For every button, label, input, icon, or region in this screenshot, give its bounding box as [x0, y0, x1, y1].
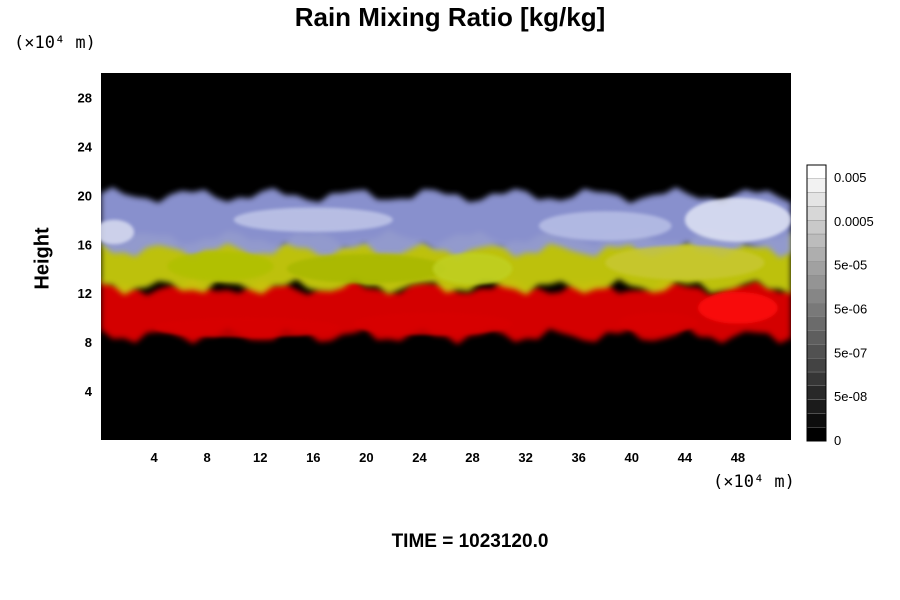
colorbar-swatch — [806, 178, 827, 193]
heatmap-texture — [538, 211, 672, 241]
heatmap-texture — [154, 317, 340, 338]
colorbar-label: 0.005 — [834, 170, 867, 185]
colorbar-swatch — [806, 302, 827, 318]
colorbar-swatch — [806, 206, 827, 221]
x-tick-label: 44 — [678, 450, 693, 465]
colorbar-swatch — [806, 219, 827, 235]
colorbar-swatch — [806, 413, 827, 428]
x-tick-label: 40 — [625, 450, 639, 465]
chart-title: Rain Mixing Ratio [kg/kg] — [294, 2, 606, 32]
colorbar-swatch — [806, 261, 827, 276]
heatmap-texture — [233, 207, 393, 233]
colorbar-swatch — [806, 275, 827, 290]
heatmap-texture — [101, 219, 135, 245]
heatmap-texture — [286, 254, 446, 284]
colorbar-swatch — [806, 358, 827, 373]
colorbar-label: 5e-07 — [834, 345, 867, 360]
x-tick-label: 24 — [412, 450, 427, 465]
heatmap-texture — [353, 312, 513, 335]
colorbar-swatch — [806, 164, 827, 180]
colorbar-swatch — [806, 233, 827, 249]
colorbar-swatch — [806, 385, 827, 400]
x-tick-label: 4 — [150, 450, 158, 465]
heatmap-texture — [698, 291, 778, 324]
y-tick-label: 28 — [78, 90, 92, 105]
colorbar-swatch — [806, 427, 827, 442]
colorbar-swatch — [806, 330, 827, 345]
colorbar: 0.005 0.0005 5e-05 5e-06 5e-07 5e-08 0 — [806, 164, 874, 448]
heatmap-texture — [618, 312, 699, 333]
colorbar-label: 5e-08 — [834, 389, 867, 404]
colorbar-swatch — [806, 192, 827, 207]
colorbar-label: 5e-06 — [834, 302, 867, 317]
colorbar-frame — [806, 164, 827, 442]
colorbar-label: 0.0005 — [834, 214, 874, 229]
colorbar-swatch — [806, 289, 827, 304]
colorbar-swatch — [806, 344, 827, 359]
x-unit-label: (×10⁴ m) — [713, 472, 795, 492]
x-tick-label: 8 — [204, 450, 211, 465]
x-tick-label: 12 — [253, 450, 267, 465]
x-tick-label: 36 — [571, 450, 585, 465]
heatmap-texture — [432, 252, 513, 285]
heatmap-band-blue — [101, 187, 791, 259]
y-tick-label: 20 — [78, 188, 92, 203]
colorbar-label: 5e-05 — [834, 258, 867, 273]
y-tick-label: 12 — [78, 286, 92, 301]
heatmap-texture — [167, 251, 274, 281]
colorbar-swatch — [806, 316, 827, 331]
x-tick-label: 48 — [731, 450, 745, 465]
y-tick-label: 8 — [85, 335, 92, 350]
colorbar-label: 0 — [834, 433, 841, 448]
y-tick-label: 4 — [85, 384, 93, 399]
y-tick-label: 24 — [78, 139, 93, 154]
colorbar-swatch — [806, 247, 827, 262]
x-tick-label: 32 — [518, 450, 532, 465]
colorbar-swatch — [806, 371, 827, 387]
time-footer: TIME = 1023120.0 — [391, 531, 549, 552]
x-tick-label: 28 — [465, 450, 479, 465]
colorbar-swatch — [806, 399, 827, 414]
y-tick-label: 16 — [78, 237, 92, 252]
heatmap-texture — [605, 245, 765, 280]
x-tick-label: 16 — [306, 450, 320, 465]
x-tick-label: 20 — [359, 450, 373, 465]
heatmap-texture — [684, 197, 791, 242]
y-unit-label: (×10⁴ m) — [14, 33, 96, 53]
